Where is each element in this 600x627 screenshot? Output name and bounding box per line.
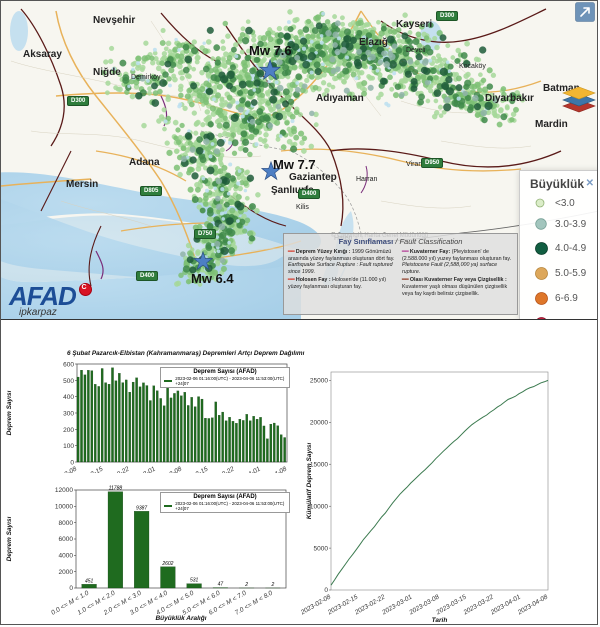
svg-text:2023-02-08: 2023-02-08 [45, 465, 78, 473]
svg-text:25000: 25000 [310, 378, 328, 385]
svg-text:0: 0 [69, 585, 73, 592]
svg-text:6000: 6000 [59, 536, 74, 543]
svg-text:Tarih: Tarih [432, 617, 448, 624]
svg-text:100: 100 [63, 443, 74, 450]
svg-text:2023-03-15: 2023-03-15 [434, 593, 467, 616]
svg-text:8000: 8000 [59, 520, 74, 527]
svg-text:Kümülatif Deprem Sayısı: Kümülatif Deprem Sayısı [306, 443, 313, 520]
svg-text:400: 400 [63, 394, 74, 401]
svg-text:2000: 2000 [59, 569, 74, 576]
svg-text:2023-02-15: 2023-02-15 [326, 593, 359, 616]
svg-text:2023-03-22: 2023-03-22 [462, 593, 495, 616]
svg-text:2023-04-08: 2023-04-08 [516, 593, 549, 616]
svg-text:2: 2 [270, 582, 274, 588]
svg-text:20000: 20000 [310, 420, 328, 427]
svg-text:2023-03-01: 2023-03-01 [380, 593, 413, 616]
svg-text:12000: 12000 [55, 487, 73, 494]
svg-text:9387: 9387 [136, 505, 147, 511]
svg-text:531: 531 [190, 578, 199, 584]
svg-text:200: 200 [63, 427, 74, 434]
svg-text:2602: 2602 [161, 561, 173, 567]
svg-text:47: 47 [218, 582, 224, 588]
svg-text:Büyüklük Aralığı: Büyüklük Aralığı [155, 615, 206, 622]
svg-text:10000: 10000 [55, 504, 73, 511]
svg-text:2: 2 [244, 582, 248, 588]
svg-text:600: 600 [63, 362, 74, 369]
svg-text:Deprem Sayısı: Deprem Sayısı [6, 516, 13, 561]
svg-text:Deprem Sayısı: Deprem Sayısı [6, 390, 13, 435]
svg-text:5000: 5000 [314, 545, 329, 552]
svg-text:2023-02-22: 2023-02-22 [353, 593, 386, 616]
svg-text:451: 451 [85, 578, 94, 584]
svg-text:2023-03-08: 2023-03-08 [407, 593, 440, 616]
svg-text:300: 300 [63, 411, 74, 418]
svg-text:11788: 11788 [109, 486, 123, 492]
svg-text:4000: 4000 [59, 553, 74, 560]
svg-text:2023-04-01: 2023-04-01 [489, 593, 522, 616]
svg-text:500: 500 [63, 378, 74, 385]
